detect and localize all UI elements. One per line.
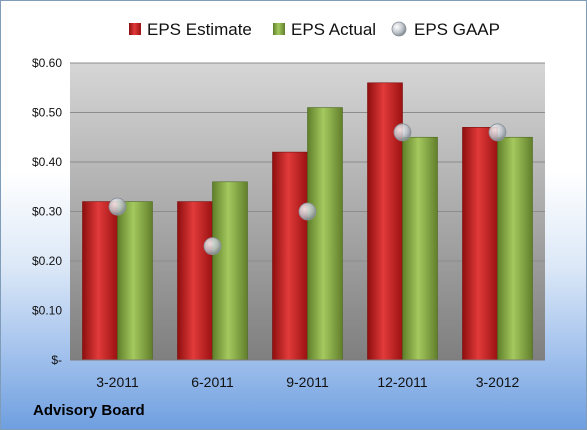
marker-eps-gaap — [488, 123, 507, 142]
marker-eps-gaap — [108, 197, 127, 216]
x-category-label: 9-2011 — [286, 374, 329, 390]
y-tick-label: $0.40 — [32, 155, 62, 169]
y-tick-label: $0.30 — [32, 205, 62, 219]
legend-item-estimate: EPS Estimate — [129, 20, 252, 39]
bar-eps-actual — [402, 136, 438, 361]
y-tick-label: $0.10 — [32, 304, 62, 318]
x-axis-labels: 3-2011 6-2011 9-2011 12-2011 3-2012 — [96, 374, 519, 390]
x-category-label: 3-2011 — [96, 374, 139, 390]
y-tick-label: $0.50 — [32, 106, 62, 120]
bar-eps-estimate — [177, 201, 213, 361]
marker-eps-gaap — [393, 123, 412, 142]
bar-eps-actual — [212, 181, 248, 361]
x-category-label: 12-2011 — [377, 374, 428, 390]
bar-eps-estimate — [82, 201, 118, 361]
bar-eps-actual — [497, 136, 533, 361]
bar-eps-estimate — [272, 151, 308, 361]
legend-item-gaap: EPS GAAP — [391, 20, 500, 39]
legend-label-estimate: EPS Estimate — [147, 20, 252, 39]
legend: EPS Estimate EPS Actual EPS GAAP — [129, 20, 500, 39]
x-category-label: 3-2012 — [476, 374, 520, 390]
bar-eps-actual — [307, 107, 343, 361]
marker-eps-gaap — [298, 202, 317, 221]
bar-eps-estimate — [462, 127, 498, 361]
bar-eps-estimate — [367, 82, 403, 361]
legend-swatch-estimate — [129, 23, 141, 35]
legend-swatch-actual — [273, 23, 285, 35]
legend-item-actual: EPS Actual — [273, 20, 376, 39]
bar-eps-actual — [117, 201, 153, 361]
y-tick-label: $0.20 — [32, 254, 62, 268]
bars — [82, 82, 533, 361]
x-category-label: 6-2011 — [191, 374, 234, 390]
marker-eps-gaap — [203, 237, 222, 256]
y-tick-label: $0.60 — [32, 56, 62, 70]
legend-label-gaap: EPS GAAP — [414, 20, 500, 39]
gaap-markers — [108, 123, 507, 256]
company-label: Advisory Board — [33, 402, 145, 419]
legend-label-actual: EPS Actual — [291, 20, 376, 39]
y-tick-label: $- — [51, 353, 62, 367]
legend-swatch-gaap — [391, 21, 407, 37]
y-axis-labels: $- $0.10 $0.20 $0.30 $0.40 $0.50 $0.60 — [32, 56, 62, 367]
